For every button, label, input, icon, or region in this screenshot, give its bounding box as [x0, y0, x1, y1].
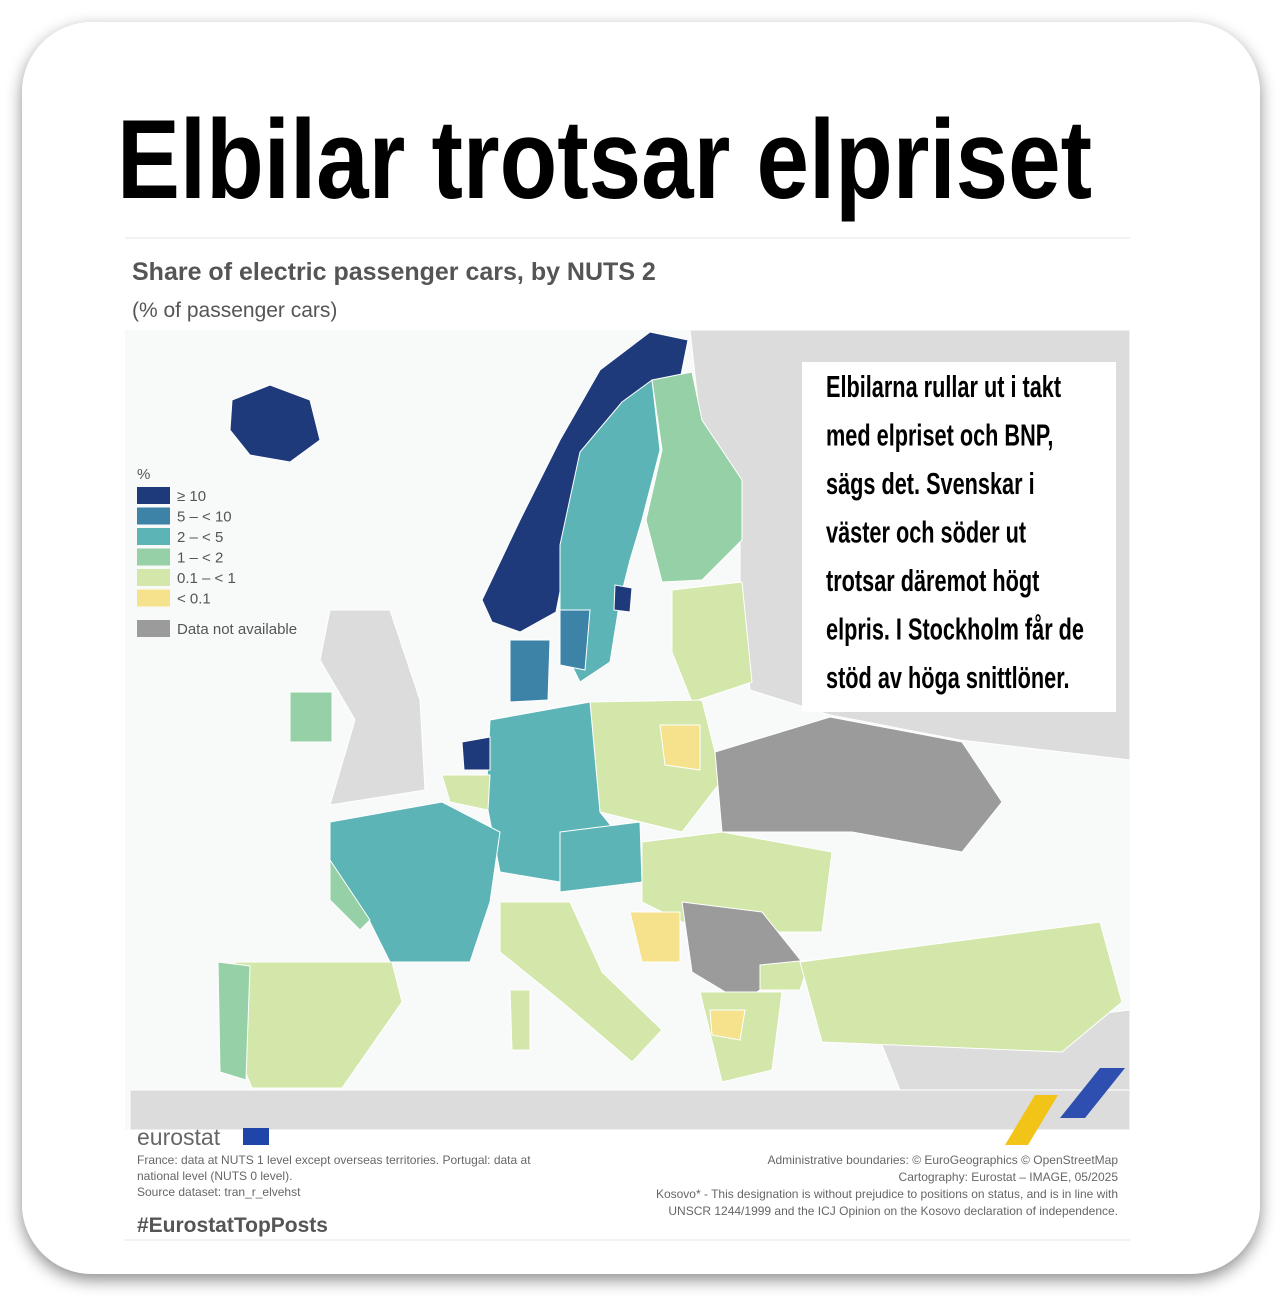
hashtag: #EurostatTopPosts — [137, 1214, 328, 1237]
legend-label: 1 – < 2 — [177, 550, 223, 567]
region — [499, 901, 663, 1063]
region — [799, 921, 1123, 1053]
callout-line: väster och söder ut — [826, 515, 1026, 550]
eurostat-logo: eurostat — [137, 1124, 221, 1150]
region — [509, 989, 531, 1051]
legend-swatch — [137, 528, 170, 545]
note: France: data at NUTS 1 level except over… — [137, 1153, 531, 1167]
region — [709, 1009, 746, 1041]
legend-label: ≥ 10 — [177, 488, 206, 505]
legend-label: 2 – < 5 — [177, 529, 223, 546]
region — [559, 379, 661, 683]
legend-swatch — [137, 620, 170, 637]
legend-swatch — [137, 548, 170, 566]
region — [759, 959, 811, 991]
region — [129, 1089, 1131, 1131]
legend-label: 0.1 – < 1 — [177, 570, 236, 587]
region — [329, 858, 371, 931]
callout-box — [802, 362, 1116, 712]
notes: France: data at NUTS 1 level except over… — [137, 1153, 1118, 1218]
region — [613, 584, 633, 613]
region — [441, 774, 491, 811]
credit: Kosovo* - This designation is without pr… — [656, 1187, 1118, 1201]
legend-swatch — [137, 487, 170, 504]
map-title: Share of electric passenger cars, by NUT… — [132, 258, 656, 286]
callout-line: Elbilarna rullar ut i takt — [826, 369, 1061, 404]
region — [559, 821, 643, 893]
region — [289, 691, 333, 743]
region — [217, 961, 251, 1081]
map-subtitle: (% of passenger cars) — [132, 299, 337, 322]
legend-swatch — [137, 589, 170, 607]
legend-label: Data not available — [177, 621, 297, 638]
legend-label: < 0.1 — [177, 591, 211, 608]
legend-label: 5 – < 10 — [177, 509, 232, 526]
callout: Elbilarna rullar ut i takt med elpriset o… — [826, 369, 1084, 695]
credit: Cartography: Eurostat – IMAGE, 05/2025 — [899, 1170, 1119, 1184]
region — [659, 724, 701, 771]
region — [559, 609, 591, 671]
eu-flag — [243, 1128, 269, 1145]
region — [645, 371, 743, 583]
legend-swatch — [137, 569, 170, 586]
callout-line: trotsar däremot högt — [826, 563, 1039, 598]
region — [461, 736, 491, 771]
callout-line: elpris. I Stockholm får de — [826, 612, 1084, 647]
legend-unit: % — [137, 466, 150, 483]
region — [714, 716, 1003, 853]
note: national level (NUTS 0 level). — [137, 1169, 292, 1183]
note: Source dataset: tran_r_elvehst — [137, 1185, 301, 1199]
logo-mark — [1005, 1068, 1125, 1145]
callout-line: stöd av höga snittlöner. — [826, 660, 1069, 695]
region — [509, 639, 551, 703]
region — [629, 911, 681, 963]
region — [229, 384, 321, 463]
headline: Elbilar trotsar elpriset — [117, 97, 1092, 222]
legend: ≥ 10 5 – < 10 2 – < 5 1 – < 2 0.1 – < 1 < 0.1… — [137, 487, 297, 638]
region — [319, 609, 426, 806]
region — [671, 581, 753, 703]
callout-line: med elpriset och BNP, — [826, 418, 1053, 453]
map — [125, 329, 1131, 1131]
credit: Administrative boundaries: © EuroGeograp… — [767, 1153, 1118, 1167]
credit: UNSCR 1244/1999 and the ICJ Opinion on t… — [668, 1204, 1118, 1218]
callout-line: sägs det. Svenskar i — [826, 466, 1035, 501]
legend-swatch — [137, 507, 170, 525]
